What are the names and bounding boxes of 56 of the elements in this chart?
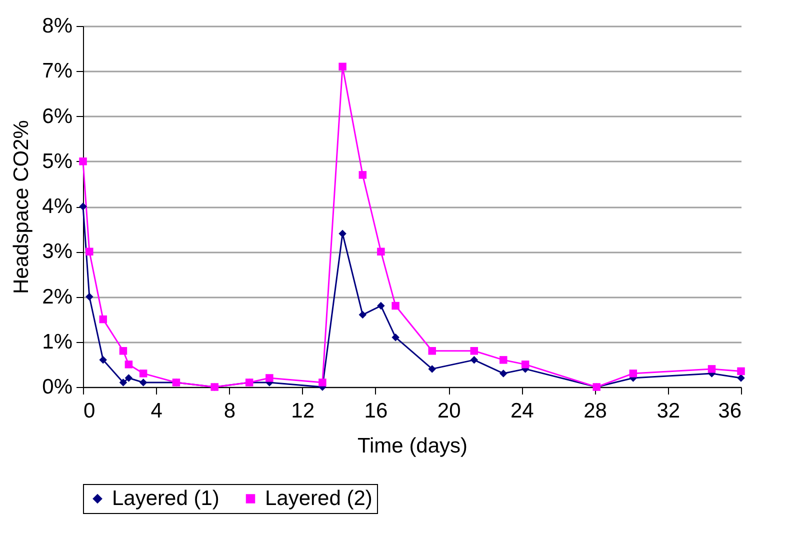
- point: [737, 374, 745, 382]
- point: [318, 378, 326, 386]
- x-axis-title: Time (days): [357, 434, 468, 458]
- y-tick-label: 8%: [42, 14, 72, 38]
- y-tick-label: 3%: [42, 240, 72, 264]
- x-tick-label: 24: [510, 400, 534, 422]
- y-tick-label: 6%: [42, 104, 72, 128]
- point: [470, 347, 478, 355]
- point: [124, 360, 133, 368]
- x-tick-label: 12: [291, 400, 315, 422]
- y-tick-label: 0%: [42, 376, 72, 398]
- x-tick-label: 36: [718, 400, 742, 422]
- point: [139, 378, 148, 386]
- point: [737, 367, 745, 376]
- legend-label: Layered (1): [112, 486, 220, 510]
- point: [79, 202, 87, 210]
- point: [79, 158, 87, 166]
- y-tick-label: 7%: [42, 60, 72, 83]
- point: [119, 378, 128, 386]
- legend-label: Layered (2): [265, 486, 372, 510]
- point: [86, 292, 94, 301]
- point: [358, 171, 367, 179]
- point: [470, 356, 478, 364]
- point: [500, 356, 508, 364]
- x-tick-label: 4: [150, 400, 163, 422]
- x-tick-label: 32: [656, 400, 680, 422]
- point: [266, 374, 274, 382]
- y-tick-label: 4%: [42, 195, 72, 218]
- point: [500, 370, 508, 378]
- point: [139, 370, 148, 378]
- point: [629, 370, 638, 378]
- point: [86, 248, 94, 256]
- point: [99, 356, 107, 364]
- point: [708, 365, 716, 373]
- point: [377, 248, 385, 256]
- point: [428, 347, 436, 355]
- point: [377, 302, 385, 310]
- point: [358, 310, 367, 319]
- point: [124, 374, 133, 382]
- point: [392, 302, 400, 310]
- point: [119, 347, 128, 355]
- y-axis-title: Headspace CO2%: [10, 120, 34, 294]
- y-tick-label: 1%: [42, 330, 72, 354]
- point: [99, 315, 107, 324]
- y-tick-label: 2%: [42, 285, 72, 308]
- point: [338, 62, 346, 70]
- point: [428, 365, 436, 373]
- x-tick-label: 16: [364, 400, 388, 422]
- x-tick-label: 8: [224, 400, 236, 422]
- point: [392, 333, 400, 342]
- x-tick-label: 20: [437, 400, 461, 422]
- point: [521, 360, 530, 368]
- point: [338, 230, 346, 238]
- x-tick-label: 28: [584, 400, 607, 422]
- y-tick-label: 5%: [42, 150, 72, 173]
- x-tick-label: 0: [84, 400, 96, 422]
